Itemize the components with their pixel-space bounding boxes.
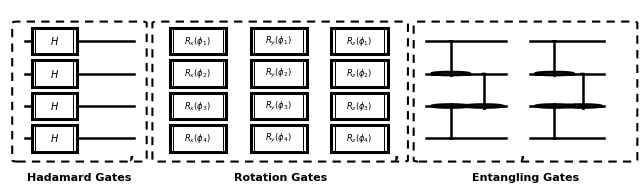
Text: Rotation Gates: Rotation Gates bbox=[234, 173, 327, 183]
FancyBboxPatch shape bbox=[173, 29, 223, 53]
Text: $R_{x}(\phi_2)$: $R_{x}(\phi_2)$ bbox=[184, 67, 211, 80]
Text: Entangling Gates: Entangling Gates bbox=[472, 173, 579, 183]
FancyBboxPatch shape bbox=[170, 93, 226, 119]
FancyBboxPatch shape bbox=[250, 125, 307, 152]
FancyBboxPatch shape bbox=[170, 60, 226, 87]
FancyBboxPatch shape bbox=[335, 126, 385, 151]
FancyBboxPatch shape bbox=[332, 125, 388, 152]
Ellipse shape bbox=[482, 73, 486, 74]
FancyBboxPatch shape bbox=[32, 28, 77, 54]
Ellipse shape bbox=[552, 138, 557, 139]
FancyBboxPatch shape bbox=[413, 22, 637, 162]
Ellipse shape bbox=[563, 104, 602, 108]
Text: $R_{y}(\phi_4)$: $R_{y}(\phi_4)$ bbox=[265, 132, 292, 145]
FancyBboxPatch shape bbox=[173, 94, 223, 118]
Ellipse shape bbox=[465, 104, 503, 108]
Text: $H$: $H$ bbox=[50, 68, 59, 80]
Text: $R_{x}(\phi_3)$: $R_{x}(\phi_3)$ bbox=[184, 100, 211, 113]
Ellipse shape bbox=[536, 104, 573, 108]
FancyBboxPatch shape bbox=[173, 126, 223, 151]
Text: $R_{y}(\phi_2)$: $R_{y}(\phi_2)$ bbox=[265, 67, 292, 80]
Text: ,: , bbox=[394, 147, 399, 163]
FancyBboxPatch shape bbox=[332, 28, 388, 54]
Text: Hadamard Gates: Hadamard Gates bbox=[28, 173, 132, 183]
FancyBboxPatch shape bbox=[32, 93, 77, 119]
FancyBboxPatch shape bbox=[253, 126, 303, 151]
FancyBboxPatch shape bbox=[335, 94, 385, 118]
FancyBboxPatch shape bbox=[152, 22, 408, 162]
FancyBboxPatch shape bbox=[332, 93, 388, 119]
Text: $H$: $H$ bbox=[50, 132, 59, 145]
FancyBboxPatch shape bbox=[250, 28, 307, 54]
FancyBboxPatch shape bbox=[170, 125, 226, 152]
Text: $R_{z}(\phi_4)$: $R_{z}(\phi_4)$ bbox=[346, 132, 372, 145]
Ellipse shape bbox=[431, 72, 470, 75]
FancyBboxPatch shape bbox=[332, 60, 388, 87]
FancyBboxPatch shape bbox=[250, 93, 307, 119]
FancyBboxPatch shape bbox=[35, 29, 74, 53]
Text: $H$: $H$ bbox=[50, 35, 59, 47]
Ellipse shape bbox=[580, 73, 584, 74]
Text: $R_{x}(\phi_4)$: $R_{x}(\phi_4)$ bbox=[184, 132, 211, 145]
Text: ,: , bbox=[520, 147, 525, 163]
Text: $R_{z}(\phi_1)$: $R_{z}(\phi_1)$ bbox=[346, 35, 372, 48]
FancyBboxPatch shape bbox=[170, 28, 226, 54]
FancyBboxPatch shape bbox=[35, 61, 74, 86]
FancyBboxPatch shape bbox=[12, 22, 147, 162]
Ellipse shape bbox=[431, 104, 470, 108]
FancyBboxPatch shape bbox=[32, 60, 77, 87]
Text: ,: , bbox=[128, 147, 134, 163]
FancyBboxPatch shape bbox=[35, 126, 74, 151]
FancyBboxPatch shape bbox=[250, 60, 307, 87]
Text: $R_{z}(\phi_3)$: $R_{z}(\phi_3)$ bbox=[346, 100, 372, 113]
FancyBboxPatch shape bbox=[253, 94, 303, 118]
Text: $R_{y}(\phi_1)$: $R_{y}(\phi_1)$ bbox=[265, 35, 292, 48]
Text: $H$: $H$ bbox=[50, 100, 59, 112]
Text: $R_{x}(\phi_1)$: $R_{x}(\phi_1)$ bbox=[184, 35, 211, 48]
Ellipse shape bbox=[449, 138, 452, 139]
FancyBboxPatch shape bbox=[32, 125, 77, 152]
FancyBboxPatch shape bbox=[253, 29, 303, 53]
Text: $R_{y}(\phi_3)$: $R_{y}(\phi_3)$ bbox=[265, 100, 292, 113]
FancyBboxPatch shape bbox=[253, 61, 303, 86]
Text: $R_{z}(\phi_2)$: $R_{z}(\phi_2)$ bbox=[346, 67, 372, 80]
Ellipse shape bbox=[536, 72, 573, 75]
FancyBboxPatch shape bbox=[35, 94, 74, 118]
FancyBboxPatch shape bbox=[335, 61, 385, 86]
FancyBboxPatch shape bbox=[173, 61, 223, 86]
FancyBboxPatch shape bbox=[335, 29, 385, 53]
